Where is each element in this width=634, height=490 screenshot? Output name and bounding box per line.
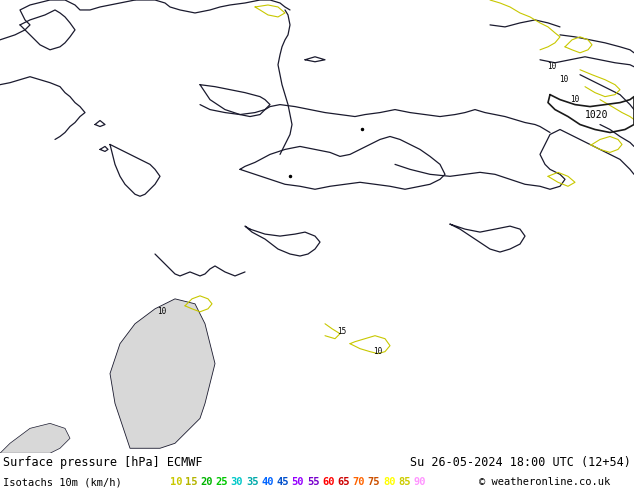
Text: © weatheronline.co.uk: © weatheronline.co.uk: [479, 477, 610, 487]
Text: Surface pressure [hPa] ECMWF: Surface pressure [hPa] ECMWF: [3, 456, 203, 469]
Text: 65: 65: [337, 477, 350, 487]
Text: 80: 80: [383, 477, 396, 487]
Text: 35: 35: [246, 477, 259, 487]
Text: 50: 50: [292, 477, 304, 487]
Text: 85: 85: [398, 477, 411, 487]
Text: 10: 10: [547, 62, 557, 71]
Text: 10: 10: [571, 95, 579, 104]
Text: 15: 15: [185, 477, 198, 487]
Text: 10: 10: [170, 477, 183, 487]
Text: 1020: 1020: [585, 110, 609, 120]
Text: 15: 15: [337, 327, 347, 336]
Text: 75: 75: [368, 477, 380, 487]
Text: 10: 10: [373, 347, 383, 356]
Polygon shape: [0, 423, 70, 453]
Text: 10: 10: [559, 75, 569, 84]
Text: 55: 55: [307, 477, 320, 487]
Text: Su 26-05-2024 18:00 UTC (12+54): Su 26-05-2024 18:00 UTC (12+54): [410, 456, 631, 469]
Text: 20: 20: [200, 477, 213, 487]
Text: 10: 10: [157, 307, 167, 317]
Text: 30: 30: [231, 477, 243, 487]
Text: 90: 90: [413, 477, 426, 487]
Text: 40: 40: [261, 477, 274, 487]
Text: 25: 25: [216, 477, 228, 487]
Text: 60: 60: [322, 477, 335, 487]
Text: Isotachs 10m (km/h): Isotachs 10m (km/h): [3, 477, 122, 487]
Text: 70: 70: [353, 477, 365, 487]
Polygon shape: [110, 299, 215, 448]
Text: 45: 45: [276, 477, 289, 487]
